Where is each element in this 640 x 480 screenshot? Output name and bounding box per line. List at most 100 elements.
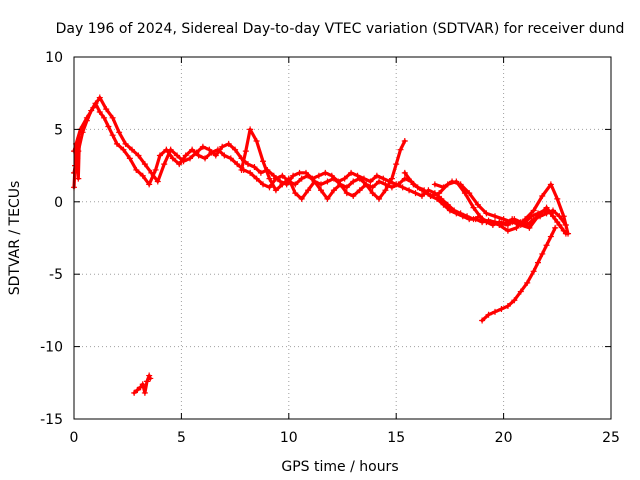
data-point xyxy=(397,146,404,153)
data-point xyxy=(189,146,196,153)
data-point xyxy=(509,219,516,226)
data-point xyxy=(234,161,241,168)
data-point xyxy=(399,184,406,191)
data-point xyxy=(105,123,112,130)
data-point xyxy=(330,187,337,194)
data-point xyxy=(109,114,116,121)
data-point xyxy=(438,195,445,202)
data-point xyxy=(113,140,120,147)
data-point xyxy=(354,172,361,179)
data-point xyxy=(470,204,477,211)
data-point xyxy=(539,193,546,200)
y-axis-label: SDTVAR / TECUs xyxy=(7,181,23,296)
data-point xyxy=(131,389,138,396)
data-point xyxy=(412,190,419,197)
data-point xyxy=(199,143,206,150)
grid-layer xyxy=(74,57,611,419)
data-point xyxy=(126,155,133,162)
data-point xyxy=(74,155,81,162)
data-point xyxy=(253,175,260,182)
data-point xyxy=(363,181,370,188)
data-point xyxy=(343,190,350,197)
data-point xyxy=(427,193,434,200)
data-point xyxy=(406,187,413,194)
data-point xyxy=(380,175,387,182)
data-point xyxy=(219,143,226,150)
data-point xyxy=(247,126,254,133)
data-point xyxy=(212,152,219,159)
x-tick-label: 15 xyxy=(387,430,405,446)
data-point xyxy=(504,227,511,234)
data-point xyxy=(270,172,277,179)
data-point xyxy=(139,381,146,388)
data-point xyxy=(552,224,559,231)
data-point xyxy=(457,181,464,188)
data-point xyxy=(511,297,518,304)
data-point xyxy=(322,169,329,176)
data-point xyxy=(348,169,355,176)
data-point xyxy=(221,152,228,159)
data-point xyxy=(167,146,174,153)
data-point xyxy=(146,372,153,379)
data-point xyxy=(260,181,267,188)
data-point xyxy=(257,169,264,176)
data-point xyxy=(72,162,79,169)
data-point xyxy=(464,213,471,220)
data-point xyxy=(328,172,335,179)
data-point xyxy=(279,172,286,179)
y-tick-label: 0 xyxy=(54,195,63,211)
data-point xyxy=(182,152,189,159)
data-point xyxy=(401,137,408,144)
data-point xyxy=(451,207,458,214)
data-point xyxy=(147,375,154,382)
data-point xyxy=(500,216,507,223)
data-point xyxy=(292,181,299,188)
data-point xyxy=(376,195,383,202)
y-tick-label: 10 xyxy=(45,50,63,66)
data-point xyxy=(253,137,260,144)
data-point xyxy=(206,146,213,153)
data-point xyxy=(543,204,550,211)
data-point xyxy=(238,166,245,173)
y-tick-label: 5 xyxy=(54,122,63,138)
data-point xyxy=(522,216,529,223)
data-point xyxy=(174,152,181,159)
data-point xyxy=(492,308,499,315)
data-point xyxy=(109,132,116,139)
data-point xyxy=(369,190,376,197)
data-point xyxy=(388,175,395,182)
data-point xyxy=(141,389,148,396)
data-point xyxy=(436,190,443,197)
data-point xyxy=(350,193,357,200)
data-point xyxy=(251,164,258,171)
data-point xyxy=(96,94,103,101)
data-point xyxy=(133,166,140,173)
data-point xyxy=(418,193,425,200)
data-point xyxy=(116,129,123,136)
data-point xyxy=(146,181,153,188)
data-point xyxy=(134,387,141,394)
data-point xyxy=(266,184,273,191)
y-tick-label: -15 xyxy=(40,412,63,428)
data-point xyxy=(496,221,503,228)
data-point xyxy=(101,114,108,121)
data-point xyxy=(266,175,273,182)
data-point xyxy=(373,172,380,179)
data-point xyxy=(560,213,567,220)
data-point xyxy=(169,155,176,162)
data-point xyxy=(343,184,350,191)
data-point xyxy=(318,181,325,188)
data-point xyxy=(539,250,546,257)
data-point xyxy=(547,181,554,188)
data-point xyxy=(393,181,400,188)
data-point xyxy=(120,146,127,153)
data-point xyxy=(410,181,417,188)
data-point xyxy=(225,140,232,147)
data-point xyxy=(550,213,557,220)
data-point xyxy=(90,104,97,111)
data-point xyxy=(128,146,135,153)
data-point xyxy=(279,181,286,188)
data-point xyxy=(562,230,569,237)
data-point xyxy=(202,155,209,162)
data-point xyxy=(457,210,464,217)
